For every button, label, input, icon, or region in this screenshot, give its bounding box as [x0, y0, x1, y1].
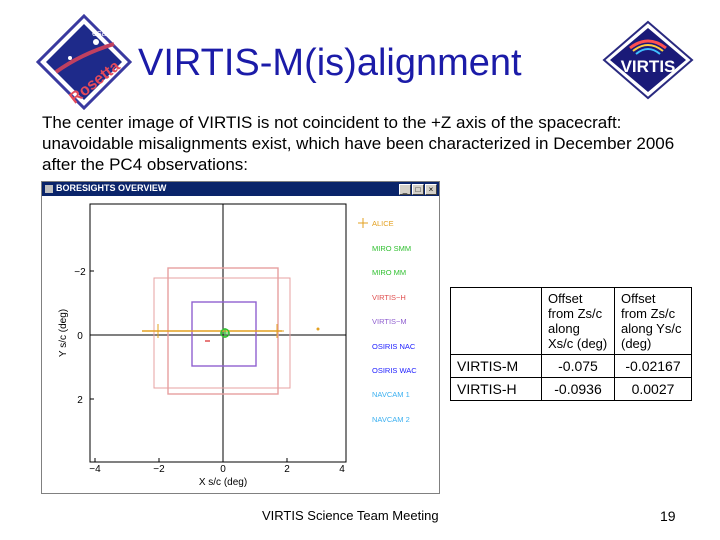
navcam-fov — [153, 277, 291, 389]
y-tick-label: −2 — [74, 267, 86, 278]
x-offset-value: -0.075 — [541, 354, 615, 378]
table-row: VIRTIS-H -0.0936 0.0027 — [450, 377, 692, 401]
offsets-table: Offset from Zs/c along Xs/c (deg) Offset… — [450, 287, 692, 401]
y-tick-label: 0 — [77, 331, 83, 342]
legend-item: VIRTIS−M — [372, 317, 407, 326]
virtis-m-fov — [191, 301, 257, 367]
plot-legend: ALICE MIRO SMM MIRO MM VIRTIS−H VIRTIS−M… — [358, 218, 417, 424]
close-button[interactable]: × — [425, 184, 437, 195]
virtis-logo: VIRTIS — [600, 20, 696, 100]
x-tick-label: 2 — [284, 464, 290, 475]
row-label: VIRTIS-H — [450, 377, 542, 401]
row-label: VIRTIS-M — [450, 354, 542, 378]
window-app-icon — [45, 185, 53, 193]
table-header-row: Offset from Zs/c along Xs/c (deg) Offset… — [450, 287, 692, 355]
header-x-offset: Offset from Zs/c along Xs/c (deg) — [541, 287, 615, 355]
x-tick-label: −2 — [153, 464, 165, 475]
window-titlebar: BORESIGHTS OVERVIEW _ □ × — [42, 182, 439, 196]
maximize-button[interactable]: □ — [412, 184, 424, 195]
boresights-plot: −4 −2 0 2 4 −2 0 2 X s/c (deg) Y s/c (de… — [58, 203, 417, 488]
legend-item: NAVCAM 1 — [372, 390, 410, 399]
x-tick-label: 0 — [220, 464, 226, 475]
x-tick-label: 4 — [339, 464, 345, 475]
alice-dot — [316, 327, 320, 331]
legend-item: VIRTIS−H — [372, 293, 406, 302]
header-y-offset: Offset from Zs/c along Ys/c (deg) — [614, 287, 692, 355]
page-title: VIRTIS-M(is)alignment — [138, 42, 522, 84]
intro-paragraph: The center image of VIRTIS is not coinci… — [42, 113, 675, 174]
minimize-button[interactable]: _ — [399, 184, 411, 195]
y-tick-label: 2 — [77, 395, 83, 406]
legend-item: OSIRIS WAC — [372, 366, 417, 375]
x-tick-label: −4 — [89, 464, 101, 475]
legend-item: MIRO SMM — [372, 244, 411, 253]
plot-frame — [89, 203, 347, 463]
legend-item: MIRO MM — [372, 268, 406, 277]
table-corner-cell — [450, 287, 542, 355]
y-axis-label: Y s/c (deg) — [58, 309, 69, 357]
rosetta-logo: esa Rosetta — [35, 13, 133, 111]
x-offset-value: -0.0936 — [541, 377, 615, 401]
page-number: 19 — [660, 508, 676, 524]
logo-esa-text: esa — [92, 28, 107, 38]
footer-text: VIRTIS Science Team Meeting — [262, 508, 439, 523]
x-axis-label: X s/c (deg) — [199, 477, 247, 488]
window-title: BORESIGHTS OVERVIEW — [56, 183, 167, 193]
boresights-window: BORESIGHTS OVERVIEW _ □ × −4 −2 0 2 4 −2 — [41, 181, 440, 494]
table-row: VIRTIS-M -0.075 -0.02167 — [450, 354, 692, 378]
legend-item: NAVCAM 2 — [372, 415, 410, 424]
legend-item: OSIRIS NAC — [372, 342, 416, 351]
legend-item: ALICE — [372, 219, 394, 228]
y-offset-value: -0.02167 — [614, 354, 692, 378]
logo-virtis-text: VIRTIS — [621, 57, 676, 76]
y-offset-value: 0.0027 — [614, 377, 692, 401]
